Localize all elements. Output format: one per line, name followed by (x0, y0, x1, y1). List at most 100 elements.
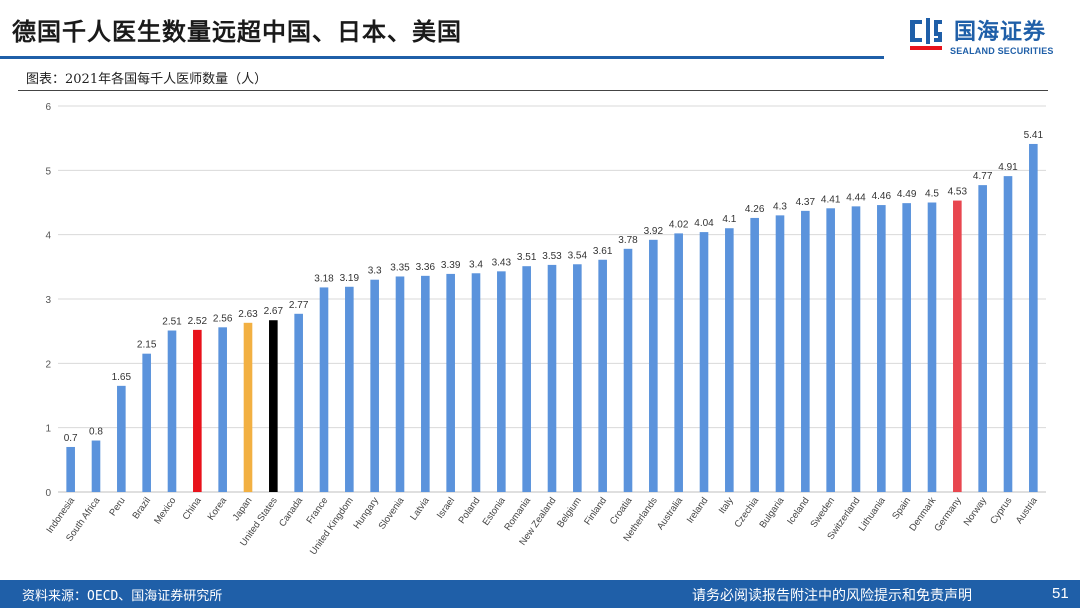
x-tick-label: Spain (890, 495, 913, 521)
bar-value-label: 4.53 (948, 187, 968, 198)
bar-slovenia (395, 276, 405, 492)
sealand-logo-icon (910, 18, 942, 50)
x-tick-label: Latvia (408, 495, 432, 523)
bar-chart: 0 1 2 3 4 5 6 0.7 0.8 1.65 2.15 2.51 2.52 2.56 2.63 2.… (44, 102, 1046, 557)
y-axis: 0 1 2 3 4 5 6 (45, 102, 51, 499)
x-tick-label: Ireland (685, 495, 711, 525)
bar-value-label: 3.54 (568, 250, 588, 261)
bar-value-label: 4.1 (722, 214, 736, 225)
x-tick-label: Austria (1014, 495, 1040, 526)
bar-value-label: 3.4 (469, 259, 483, 270)
bar-switzerland (851, 206, 861, 493)
bar-value-label: 3.61 (593, 246, 613, 257)
bar-value-label: 4.37 (796, 197, 816, 208)
x-tick-label: Peru (107, 495, 128, 518)
bar-value-label: 3.36 (416, 262, 436, 273)
bar-belgium (573, 264, 582, 492)
bar-value-label: 2.63 (238, 309, 258, 320)
bar-indonesia (66, 446, 75, 492)
x-tick-label: Bulgaria (757, 495, 786, 530)
bar-mexico (167, 330, 177, 492)
bar-value-label: 4.41 (821, 194, 841, 205)
bar-china (193, 329, 202, 492)
bar-iceland (801, 210, 810, 492)
x-tick-label: China (181, 495, 205, 522)
x-tick-label: Mexico (152, 495, 178, 526)
x-tick-label: Finland (582, 495, 609, 527)
bar-ireland (699, 232, 709, 493)
bar-denmark (927, 202, 937, 492)
bar-peru (117, 385, 126, 492)
bar-value-label: 4.5 (925, 189, 939, 200)
bar-value-label: 4.02 (669, 219, 689, 230)
bar-poland (471, 273, 481, 492)
bar-estonia (497, 271, 506, 492)
bar-france (319, 287, 329, 492)
data-labels: 0.7 0.8 1.65 2.15 2.51 2.52 2.56 2.63 2.67 2.77 3.… (64, 130, 1044, 444)
x-tick-label: Italy (717, 495, 736, 516)
bar-croatia (623, 248, 633, 492)
bar-korea (218, 327, 227, 492)
y-tick-label: 4 (45, 231, 51, 242)
logo-english-name: SEALAND SECURITIES (950, 46, 1054, 56)
bar-value-label: 4.46 (872, 191, 892, 202)
bar-romania (522, 266, 531, 492)
bar-value-label: 3.39 (441, 260, 461, 271)
disclaimer-note: 请务必阅读报告附注中的风险提示和免责声明 (692, 588, 972, 604)
x-tick-label: Poland (456, 495, 482, 526)
bar-value-label: 1.65 (112, 372, 132, 383)
x-tick-label: Belgium (555, 495, 584, 529)
bar-value-label: 2.15 (137, 340, 157, 351)
slide-header: 德国千人医生数量远超中国、日本、美国 国海证券 SEALAND SECURITI… (0, 0, 1080, 62)
x-tick-label: Iceland (785, 495, 812, 526)
bar-value-label: 4.49 (897, 189, 917, 200)
bar-value-label: 3.51 (517, 252, 537, 263)
bar-value-label: 3.43 (492, 257, 512, 268)
bar-value-label: 3.35 (390, 262, 410, 273)
bar-value-label: 3.18 (314, 273, 334, 284)
bar-norway (978, 185, 987, 492)
bar-latvia (421, 275, 430, 492)
bar-israel (446, 273, 455, 492)
bar-cyprus (1003, 176, 1013, 492)
slide-title: 德国千人医生数量远超中国、日本、美国 (12, 18, 462, 46)
x-tick-label: Lithuania (857, 495, 889, 533)
bar-japan (243, 322, 253, 492)
bar-value-label: 4.44 (846, 192, 866, 203)
brand-logo: 国海证券 SEALAND SECURITIES (906, 14, 1076, 60)
bar-value-label: 4.3 (773, 201, 787, 212)
x-tick-label: Canada (277, 495, 306, 529)
bar-new-zealand (547, 264, 557, 492)
bar-value-label: 3.3 (368, 266, 382, 277)
bar-value-label: 2.52 (188, 316, 208, 327)
bar-value-label: 4.04 (694, 218, 714, 229)
bar-germany (953, 200, 962, 492)
chart-bars (66, 143, 1038, 493)
slide-footer: 资料来源：OECD、国海证券研究所 请务必阅读报告附注中的风险提示和免责声明 5… (0, 580, 1080, 608)
x-tick-label: Norway (962, 495, 990, 528)
bar-hungary (370, 279, 379, 492)
bar-value-label: 2.77 (289, 300, 309, 311)
x-tick-label: Croatia (608, 495, 635, 527)
y-tick-label: 0 (45, 488, 51, 499)
bar-value-label: 2.51 (162, 317, 182, 328)
bar-spain (902, 203, 911, 492)
bar-austria (1029, 143, 1038, 492)
bar-czechia (750, 217, 759, 492)
logo-chinese-name: 国海证券 (954, 20, 1047, 45)
bar-value-label: 0.7 (64, 433, 78, 444)
page-number: 51 (1052, 585, 1069, 602)
bar-united-states (269, 320, 278, 492)
x-tick-label: Brazil (130, 495, 153, 521)
bar-value-label: 3.78 (618, 235, 638, 246)
bar-south-africa (91, 440, 101, 492)
bar-finland (598, 259, 607, 492)
bar-value-label: 5.41 (1024, 130, 1044, 141)
x-tick-label: France (304, 495, 330, 526)
bar-netherlands (649, 239, 658, 492)
x-tick-label: Australia (655, 495, 686, 532)
bar-canada (294, 313, 303, 492)
bar-value-label: 0.8 (89, 427, 103, 438)
bar-value-label: 2.56 (213, 313, 233, 324)
y-tick-label: 2 (45, 359, 51, 370)
